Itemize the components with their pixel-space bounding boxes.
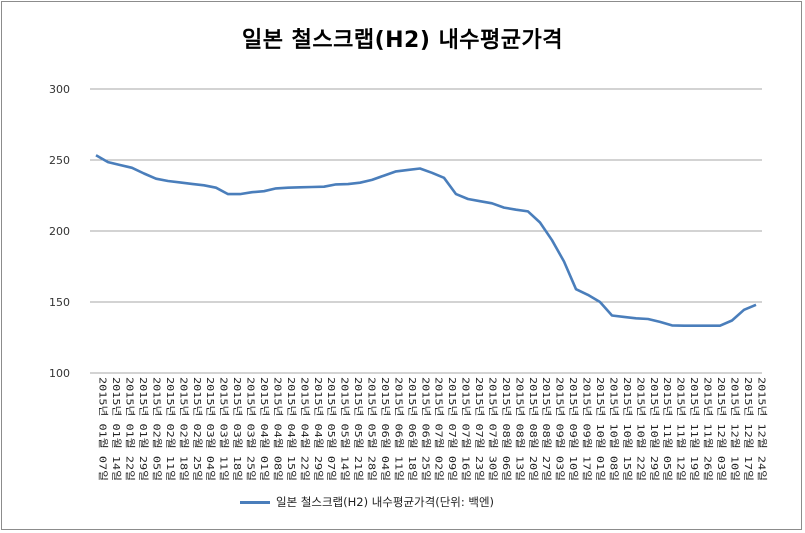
- gridlines: [90, 88, 762, 374]
- y-tick-label: 100: [49, 367, 70, 380]
- y-tick-label: 250: [49, 154, 70, 167]
- x-tick-label: 2015년 06월 18일: [406, 377, 418, 481]
- x-tick-label: 2015년 02월 25일: [191, 377, 203, 481]
- legend: 일본 철스크랩(H2) 내수평균가격(단위: 백엔): [240, 494, 494, 510]
- x-tick-label: 2015년 06월 04일: [379, 377, 391, 481]
- x-tick-label: 2015년 07월 09일: [446, 377, 458, 481]
- legend-swatch: [240, 500, 270, 504]
- x-tick-label: 2015년 10월 29일: [648, 377, 660, 481]
- x-tick-label: 2015년 09월 10일: [567, 377, 579, 481]
- x-tick-label: 2015년 05월 14일: [339, 377, 351, 481]
- x-tick-label: 2015년 11월 12일: [675, 377, 687, 481]
- y-axis-labels: 300 250 200 150 100: [49, 83, 70, 380]
- y-tick-label: 300: [49, 83, 70, 96]
- x-tick-label: 2015년 04월 22일: [298, 377, 310, 481]
- series-lines: [95, 154, 757, 328]
- x-tick-label: 2015년 07월 23일: [473, 377, 485, 481]
- x-tick-label: 2015년 04월 15일: [285, 377, 297, 481]
- y-tick-label: 150: [49, 296, 70, 309]
- x-tick-label: 2015년 04월 29일: [312, 377, 324, 481]
- x-tick-label: 2015년 01월 22일: [124, 377, 136, 481]
- x-tick-label: 2015년 05월 21일: [352, 377, 364, 481]
- x-tick-label: 2015년 08월 20일: [527, 377, 539, 481]
- x-tick-label: 2015년 10월 22일: [634, 377, 646, 481]
- x-tick-label: 2015년 12월 17일: [742, 377, 754, 481]
- series-line: [95, 154, 757, 328]
- x-tick-label: 2015년 01월 29일: [137, 377, 149, 481]
- x-tick-label: 2015년 05월 28일: [366, 377, 378, 481]
- x-tick-label: 2015년 10월 01일: [594, 377, 606, 481]
- x-tick-label: 2015년 06월 25일: [419, 377, 431, 481]
- x-tick-label: 2015년 12월 03일: [715, 377, 727, 481]
- x-tick-label: 2015년 10월 15일: [621, 377, 633, 481]
- x-tick-label: 2015년 07월 30일: [486, 377, 498, 481]
- x-tick-label: 2015년 03월 25일: [245, 377, 257, 481]
- x-tick-label: 2015년 08월 13일: [513, 377, 525, 481]
- chart-title: 일본 철스크랩(H2) 내수평균가격: [241, 28, 564, 53]
- x-tick-label: 2015년 01월 07일: [97, 377, 109, 481]
- x-tick-label: 2015년 06월 11일: [392, 377, 404, 481]
- x-tick-label: 2015년 02월 18일: [177, 377, 189, 481]
- x-tick-label: 2015년 03월 11일: [218, 377, 230, 481]
- x-tick-label: 2015년 04월 08일: [271, 377, 283, 481]
- x-tick-label: 2015년 08월 27일: [540, 377, 552, 481]
- y-tick-label: 200: [49, 225, 70, 238]
- x-tick-label: 2015년 10월 08일: [607, 377, 619, 481]
- x-tick-label: 2015년 05월 07일: [325, 377, 337, 481]
- x-tick-label: 2015년 11월 05일: [661, 377, 673, 481]
- x-tick-label: 2015년 02월 05일: [150, 377, 162, 481]
- x-tick-label: 2015년 12월 10일: [728, 377, 740, 481]
- x-axis-labels: 2015년 01월 07일 2015년 01월 14일 2015년 01월 22일 2…: [97, 377, 768, 481]
- x-tick-label: 2015년 03월 04일: [204, 377, 216, 481]
- x-tick-label: 2015년 09월 17일: [581, 377, 593, 481]
- x-tick-label: 2015년 11월 26일: [702, 377, 714, 481]
- x-tick-label: 2015년 07월 02일: [433, 377, 445, 481]
- x-tick-label: 2015년 09월 03일: [554, 377, 566, 481]
- x-tick-label: 2015년 11월 19일: [688, 377, 700, 481]
- legend-label: 일본 철스크랩(H2) 내수평균가격(단위: 백엔): [276, 495, 495, 509]
- x-tick-label: 2015년 04월 01일: [258, 377, 270, 481]
- x-tick-label: 2015년 01월 14일: [110, 377, 122, 481]
- x-tick-label: 2015년 07월 16일: [460, 377, 472, 481]
- x-tick-label: 2015년 08월 06일: [500, 377, 512, 481]
- x-tick-label: 2015년 02월 11일: [164, 377, 176, 481]
- x-tick-label: 2015년 12월 24일: [755, 377, 767, 481]
- x-tick-label: 2015년 03월 18일: [231, 377, 243, 481]
